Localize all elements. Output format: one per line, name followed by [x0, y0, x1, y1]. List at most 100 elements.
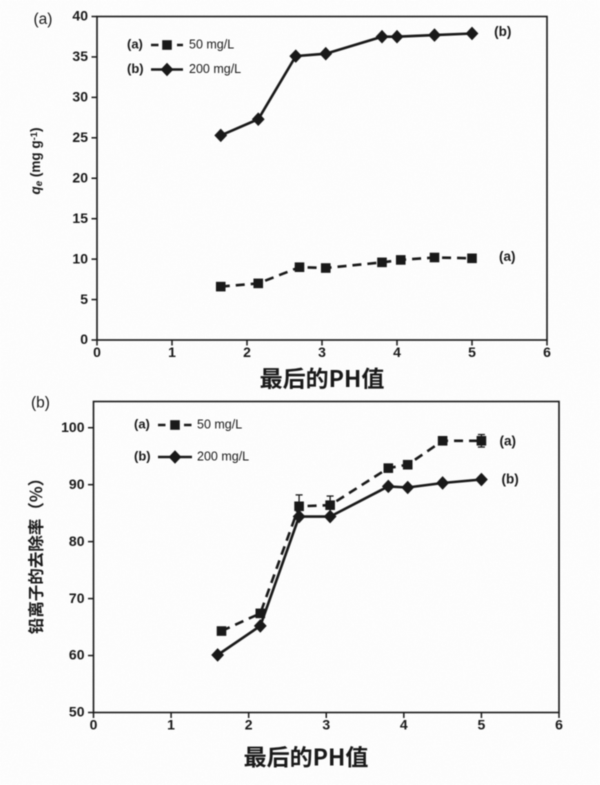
y-tick-label: 0 [80, 331, 88, 347]
chart-panel-b: 0 1 2 3 4 5 6 50 60 70 80 90 100 (b) (a) 50 mg/L (b) 200 … [0, 395, 600, 785]
cjk-glyph [244, 746, 267, 768]
x-tick-label: 2 [243, 344, 251, 360]
x-tick-label: 5 [478, 716, 486, 732]
y-tick-label: 25 [72, 129, 88, 145]
cjk-glyph [283, 367, 305, 390]
y-axis-title-run: (mg g [28, 140, 43, 181]
square-marker [325, 500, 335, 510]
series-a [215, 252, 477, 292]
series-annotation: (a) [499, 249, 516, 264]
square-marker [377, 257, 387, 268]
chart-panel-a: 0 1 2 3 4 5 6 0 5 10 15 20 25 30 35 40 qe (mg g-1) (a) (a)… [28, 8, 551, 390]
cjk-glyph [346, 369, 360, 387]
square-marker [294, 262, 305, 273]
y-tick-label: 40 [72, 8, 88, 24]
panel-label: (b) [31, 395, 50, 412]
x-tick-label: 0 [93, 344, 101, 360]
square-marker [476, 436, 487, 446]
y-tick-label: 80 [69, 533, 85, 549]
x-axis: 0 1 2 3 4 5 6 [90, 712, 563, 732]
cjk-glyph [260, 368, 283, 390]
x-tick-label: 4 [400, 716, 408, 732]
cjk-glyph [307, 367, 328, 389]
cjk-glyph [27, 519, 44, 535]
legend-series-name: 50 mg/L [197, 417, 242, 431]
cjk-glyph [314, 748, 327, 766]
diamond-marker [436, 476, 450, 490]
legend-sample-marker [170, 420, 180, 430]
diamond-marker [214, 128, 228, 143]
y-tick-label: 10 [72, 250, 88, 266]
x-tick-label: 2 [245, 716, 253, 732]
x-tick-label: 3 [318, 344, 326, 360]
legend-sample-marker [160, 62, 174, 77]
x-tick-label: 6 [555, 716, 563, 732]
series-b [211, 472, 488, 662]
diamond-marker [253, 619, 267, 633]
legend-series-name: 200 mg/L [189, 62, 241, 76]
legend-key: (a) [127, 36, 143, 51]
square-marker [253, 278, 264, 289]
cjk-glyph [361, 367, 384, 390]
x-tick-label: 5 [468, 344, 476, 360]
square-marker [437, 436, 448, 446]
legend-key: (b) [127, 61, 144, 76]
y-axis: 0 5 10 15 20 25 30 35 40 [72, 8, 97, 347]
diamond-marker [401, 480, 415, 495]
series-a [216, 433, 487, 636]
legend-sample-marker [168, 450, 182, 464]
cjk-glyph [330, 748, 344, 766]
square-marker [395, 255, 406, 265]
legend: (a) 50 mg/L (b) 200 mg/L [134, 416, 249, 464]
y-tick-label: 50 [69, 704, 85, 720]
diamond-marker [465, 26, 479, 41]
diamond-marker [292, 509, 306, 524]
y-tick-label: 90 [69, 476, 85, 492]
square-marker [294, 501, 304, 512]
x-tick-label: 4 [393, 344, 401, 360]
y-tick-label: 35 [72, 48, 88, 64]
series-annotation: (b) [501, 472, 518, 487]
square-marker [402, 459, 413, 470]
x-tick-label: 1 [167, 716, 175, 732]
y-axis: 50 60 70 80 90 100 [61, 419, 94, 720]
cjk-glyph [345, 745, 368, 768]
panel-label: (a) [34, 11, 53, 28]
diamond-marker [475, 472, 488, 487]
legend-key: (a) [134, 416, 150, 431]
square-marker [216, 626, 227, 636]
legend-series-name: 50 mg/L [189, 37, 234, 51]
square-marker [383, 463, 394, 473]
diamond-marker [323, 509, 337, 524]
legend: (a) 50 mg/L (b) 200 mg/L [127, 36, 241, 77]
series-annotation: (b) [494, 24, 511, 39]
y-tick-label: 70 [69, 590, 85, 606]
x-tick-label: 1 [168, 344, 176, 360]
x-tick-label: 6 [543, 344, 551, 360]
diamond-marker [375, 29, 389, 44]
series-line [216, 478, 482, 657]
y-axis-title-run: -1 [29, 132, 40, 140]
square-marker [320, 263, 331, 273]
cjk-glyph [291, 745, 312, 768]
cjk-glyph [28, 618, 44, 634]
plot-box [96, 15, 548, 341]
cjk-glyph [27, 480, 44, 486]
y-tick-label: 100 [61, 419, 85, 435]
y-tick-label: 60 [69, 647, 85, 663]
diamond-marker [251, 112, 265, 127]
x-axis: 0 1 2 3 4 5 6 [93, 340, 551, 360]
square-marker [467, 253, 477, 264]
x-tick-label: 0 [90, 716, 98, 732]
square-marker [255, 608, 266, 619]
y-tick-label: 30 [72, 89, 88, 105]
legend-sample-marker [162, 40, 172, 50]
y-tick-label: 20 [72, 169, 88, 185]
series-line [220, 439, 482, 633]
square-marker [215, 281, 226, 292]
legend-key: (b) [134, 448, 151, 463]
y-axis-title-run: q [28, 186, 43, 195]
